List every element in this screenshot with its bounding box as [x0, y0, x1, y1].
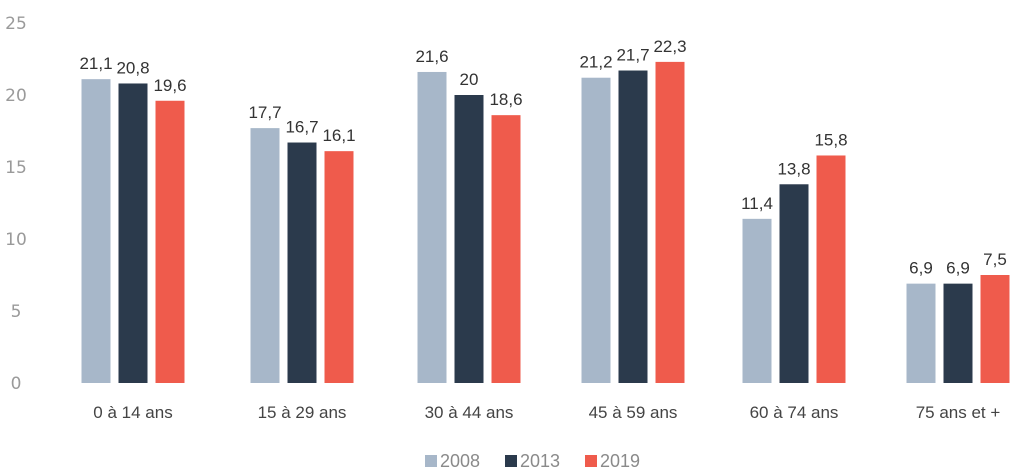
legend-swatch-2019 — [585, 455, 597, 467]
y-tick-label: 10 — [5, 230, 27, 250]
data-label: 21,6 — [415, 47, 448, 66]
category-label: 75 ans et + — [916, 403, 1001, 422]
bar-2019 — [324, 151, 354, 383]
data-label: 21,7 — [616, 46, 649, 65]
category-label: 0 à 14 ans — [93, 403, 172, 422]
data-label: 6,9 — [909, 259, 933, 278]
bar-2008 — [742, 218, 772, 383]
bar-2013 — [943, 283, 973, 383]
bar-2019 — [491, 115, 521, 383]
legend-label: 2008 — [440, 451, 480, 471]
bar-2008 — [906, 283, 936, 383]
category-label: 15 à 29 ans — [258, 403, 347, 422]
legend: 2008 2013 2019 — [425, 451, 640, 471]
y-tick-label: 0 — [11, 374, 22, 394]
bar-2008 — [581, 77, 611, 383]
data-label: 22,3 — [653, 37, 686, 56]
y-axis: 0 5 10 15 20 25 — [5, 14, 27, 394]
y-tick-label: 25 — [5, 14, 27, 34]
x-axis: 0 à 14 ans 15 à 29 ans 30 à 44 ans 45 à 59 … — [93, 403, 1000, 422]
data-label: 21,2 — [579, 53, 612, 72]
category-label: 45 à 59 ans — [589, 403, 678, 422]
legend-label: 2013 — [520, 451, 560, 471]
legend-label: 2019 — [600, 451, 640, 471]
bar-2013 — [779, 184, 809, 383]
bar-2013 — [287, 142, 317, 383]
data-label: 21,1 — [79, 54, 112, 73]
data-label: 17,7 — [248, 103, 281, 122]
bars — [81, 61, 1010, 384]
data-labels: 21,1 20,819,6 17,716,7 16,1 21,6 20 18,6 21,2 21… — [79, 37, 1006, 278]
data-label: 18,6 — [489, 90, 522, 109]
bar-2008 — [250, 128, 280, 383]
y-tick-label: 20 — [5, 86, 27, 106]
category-label: 30 à 44 ans — [425, 403, 514, 422]
data-label: 19,6 — [153, 76, 186, 95]
bar-2019 — [155, 100, 185, 383]
bar-2008 — [81, 79, 111, 383]
data-label: 15,8 — [814, 130, 847, 149]
data-label: 7,5 — [983, 250, 1007, 269]
bar-2013 — [618, 70, 648, 384]
bar-2019 — [655, 61, 685, 383]
data-label: 13,8 — [777, 159, 810, 178]
bar-2008 — [417, 71, 447, 384]
data-label: 16,7 — [285, 118, 318, 137]
legend-swatch-2013 — [505, 455, 517, 467]
y-tick-label: 15 — [5, 158, 27, 178]
legend-swatch-2008 — [425, 455, 437, 467]
category-label: 60 à 74 ans — [750, 403, 839, 422]
data-label: 6,9 — [946, 259, 970, 278]
data-label: 16,1 — [322, 126, 355, 145]
bar-2019 — [816, 155, 846, 383]
data-label: 20 — [460, 70, 479, 89]
data-label: 20,8 — [116, 58, 149, 77]
y-tick-label: 5 — [11, 302, 22, 322]
bar-2019 — [980, 275, 1010, 383]
data-label: 11,4 — [741, 194, 773, 213]
bar-2013 — [118, 83, 148, 383]
bar-2013 — [454, 95, 484, 383]
